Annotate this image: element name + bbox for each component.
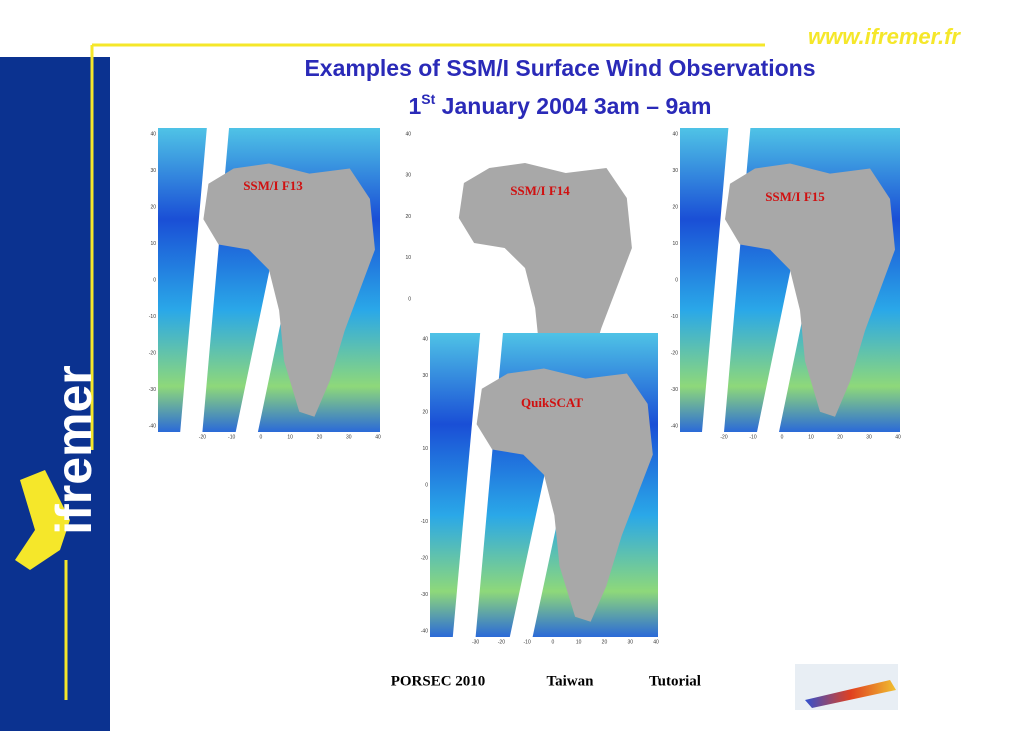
tick-label: -20	[720, 434, 727, 440]
tick-label: -20	[149, 350, 156, 356]
tick-label: -40	[421, 628, 428, 634]
tick-label: 40	[653, 639, 659, 645]
tick-label: 10	[287, 434, 293, 440]
footer-item: Taiwan	[547, 673, 595, 689]
tick-label: 20	[602, 639, 608, 645]
tick-label: 20	[405, 214, 411, 220]
footer-item: PORSEC 2010	[391, 673, 486, 689]
logo-text: ifremer	[46, 365, 102, 535]
tick-label: 40	[672, 131, 678, 137]
site-url: www.ifremer.fr	[808, 24, 961, 49]
map-panel: 40 30 20 10 0 -10 -20 -30 -40 -20 -10 0 10 20 30 40	[149, 128, 381, 440]
tick-label: 10	[672, 241, 678, 247]
tick-label: -40	[149, 423, 156, 429]
tick-label: 0	[552, 639, 555, 645]
tick-label: -20	[498, 639, 505, 645]
tick-label: -20	[671, 350, 678, 356]
tick-label: -10	[749, 434, 756, 440]
map-label: QuikSCAT	[521, 395, 583, 410]
map-label: SSM/I F14	[510, 183, 570, 198]
map-label: SSM/I F13	[243, 178, 303, 193]
tick-label: -10	[149, 314, 156, 320]
tick-label: 20	[837, 434, 843, 440]
tick-label: 20	[317, 434, 323, 440]
tick-label: 40	[375, 434, 381, 440]
land	[725, 163, 895, 417]
tick-label: -10	[228, 434, 235, 440]
tick-label: 0	[675, 277, 678, 283]
tick-label: 30	[672, 168, 678, 174]
tick-label: -20	[421, 555, 428, 561]
tick-label: 20	[422, 409, 428, 415]
tick-label: -10	[524, 639, 531, 645]
footer-image-swath	[805, 680, 896, 708]
tick-label: 10	[405, 255, 411, 261]
tick-label: 40	[422, 336, 428, 342]
tick-label: 0	[408, 296, 411, 302]
land	[203, 163, 375, 417]
map-label: SSM/I F15	[765, 189, 825, 204]
tick-label: 0	[260, 434, 263, 440]
tick-label: 30	[422, 373, 428, 379]
tick-label: 40	[150, 131, 156, 137]
tick-label: 10	[576, 639, 582, 645]
tick-label: -30	[472, 639, 479, 645]
tick-label: -10	[421, 519, 428, 525]
logo-mark	[15, 470, 70, 570]
tick-label: 30	[150, 168, 156, 174]
slide-title: Examples of SSM/I Surface Wind Observati…	[304, 55, 815, 81]
tick-label: 30	[866, 434, 872, 440]
tick-label: -30	[671, 387, 678, 393]
tick-label: 20	[150, 204, 156, 210]
tick-label: -30	[149, 387, 156, 393]
slide-subtitle: 1St January 2004 3am – 9am	[409, 91, 712, 119]
tick-label: 0	[153, 277, 156, 283]
tick-label: 40	[895, 434, 901, 440]
tick-label: 40	[405, 131, 411, 137]
tick-label: 30	[346, 434, 352, 440]
land	[476, 368, 653, 622]
tick-label: 0	[425, 482, 428, 488]
tick-label: -40	[671, 423, 678, 429]
subtitle-part: January 2004 3am – 9am	[435, 93, 711, 119]
tick-label: 10	[422, 446, 428, 452]
tick-label: 0	[781, 434, 784, 440]
footer-item: Tutorial	[649, 673, 701, 689]
subtitle-part: 1	[409, 93, 422, 119]
tick-label: 20	[672, 204, 678, 210]
tick-label: -10	[671, 314, 678, 320]
tick-label: -20	[199, 434, 206, 440]
tick-label: 30	[405, 173, 411, 179]
tick-label: 30	[627, 639, 633, 645]
tick-label: 10	[150, 241, 156, 247]
subtitle-sup: St	[421, 91, 435, 107]
tick-label: -30	[421, 592, 428, 598]
map-panel: 40 30 20 10 0 -10 -20 -30 -40 -30 -20 -10 0 10 20 30 40	[421, 333, 659, 645]
panels: 40 30 20 10 0 -10 -20 -30 -40 -20 -10 0 10 20 30 40 SSM/…	[149, 128, 901, 645]
map-panel: 40 30 20 10 0 -10 -20 -30 -40 -20 -10 0 10 20 30 40	[671, 128, 901, 440]
tick-label: 10	[808, 434, 814, 440]
